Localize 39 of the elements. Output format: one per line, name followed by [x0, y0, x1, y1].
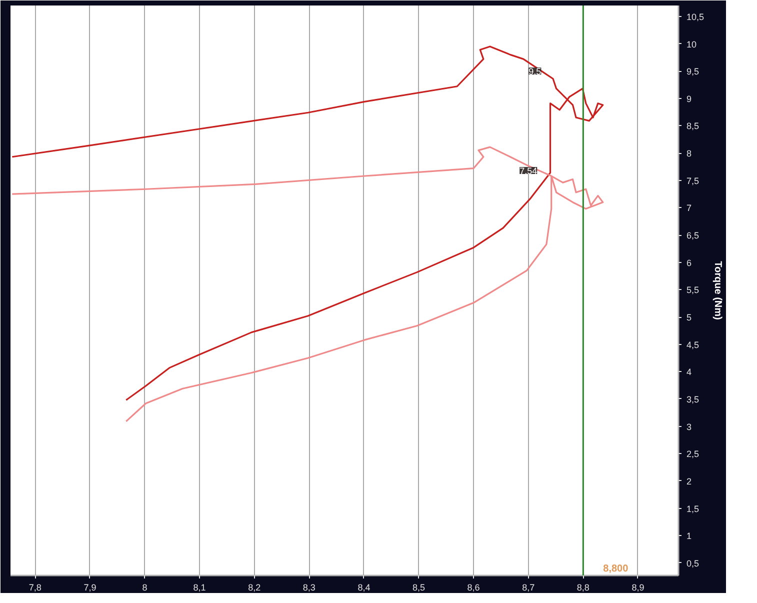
- y-tick-label: 8: [686, 148, 692, 159]
- x-tick-label: 8,3: [302, 582, 316, 592]
- y-tick-label: 3,5: [686, 394, 700, 404]
- y-tick-label: 0,5: [686, 558, 700, 568]
- y-tick-label: 6: [686, 258, 692, 268]
- y-tick-label: 8,5: [686, 121, 700, 132]
- line-series: [11, 146, 604, 422]
- y-tick-label: 9,5: [686, 66, 700, 77]
- x-tick-label: 8,6: [467, 582, 480, 592]
- x-tick-label: 7,9: [84, 582, 96, 592]
- x-tick-label: 8,2: [248, 582, 261, 592]
- x-tick-label: 8,7: [522, 582, 535, 592]
- annotation: 9,5: [528, 66, 542, 77]
- x-tick-label: 8,9: [632, 582, 644, 592]
- line-series: [11, 46, 604, 401]
- y-tick-label: 7: [686, 203, 692, 214]
- x-tick-label: 8: [142, 582, 148, 592]
- x-tick-label: 7,8: [28, 582, 42, 592]
- x-tick-label: 8,8: [576, 582, 590, 592]
- x-tick-label: 8,4: [358, 582, 370, 592]
- annotation: 7,54: [520, 166, 538, 176]
- y-tick-label: 10: [686, 39, 697, 50]
- y-tick-label: 1,5: [686, 504, 700, 514]
- y-tick-label: 4,5: [686, 340, 700, 350]
- y-tick-label: 2: [686, 476, 692, 486]
- y-tick-label: 7,5: [686, 176, 700, 186]
- y-tick-label: 5,5: [686, 285, 700, 296]
- y-tick-label: 1: [686, 531, 692, 542]
- x-tick-label: 8,1: [193, 582, 206, 592]
- y-tick-label: 2,5: [686, 449, 700, 460]
- y2-axis-title: Torque (Nm): [712, 261, 724, 320]
- y-tick-label: 6,5: [686, 230, 700, 241]
- x-tick-label: 8,5: [412, 582, 426, 592]
- y-tick-label: 10,5: [686, 12, 704, 22]
- y-tick-label: 3: [686, 422, 692, 432]
- y-tick-label: 9: [686, 94, 692, 104]
- y-tick-label: 4: [686, 367, 692, 378]
- ref-line-label: 8,800: [603, 564, 629, 574]
- y-tick-label: 5: [686, 312, 692, 323]
